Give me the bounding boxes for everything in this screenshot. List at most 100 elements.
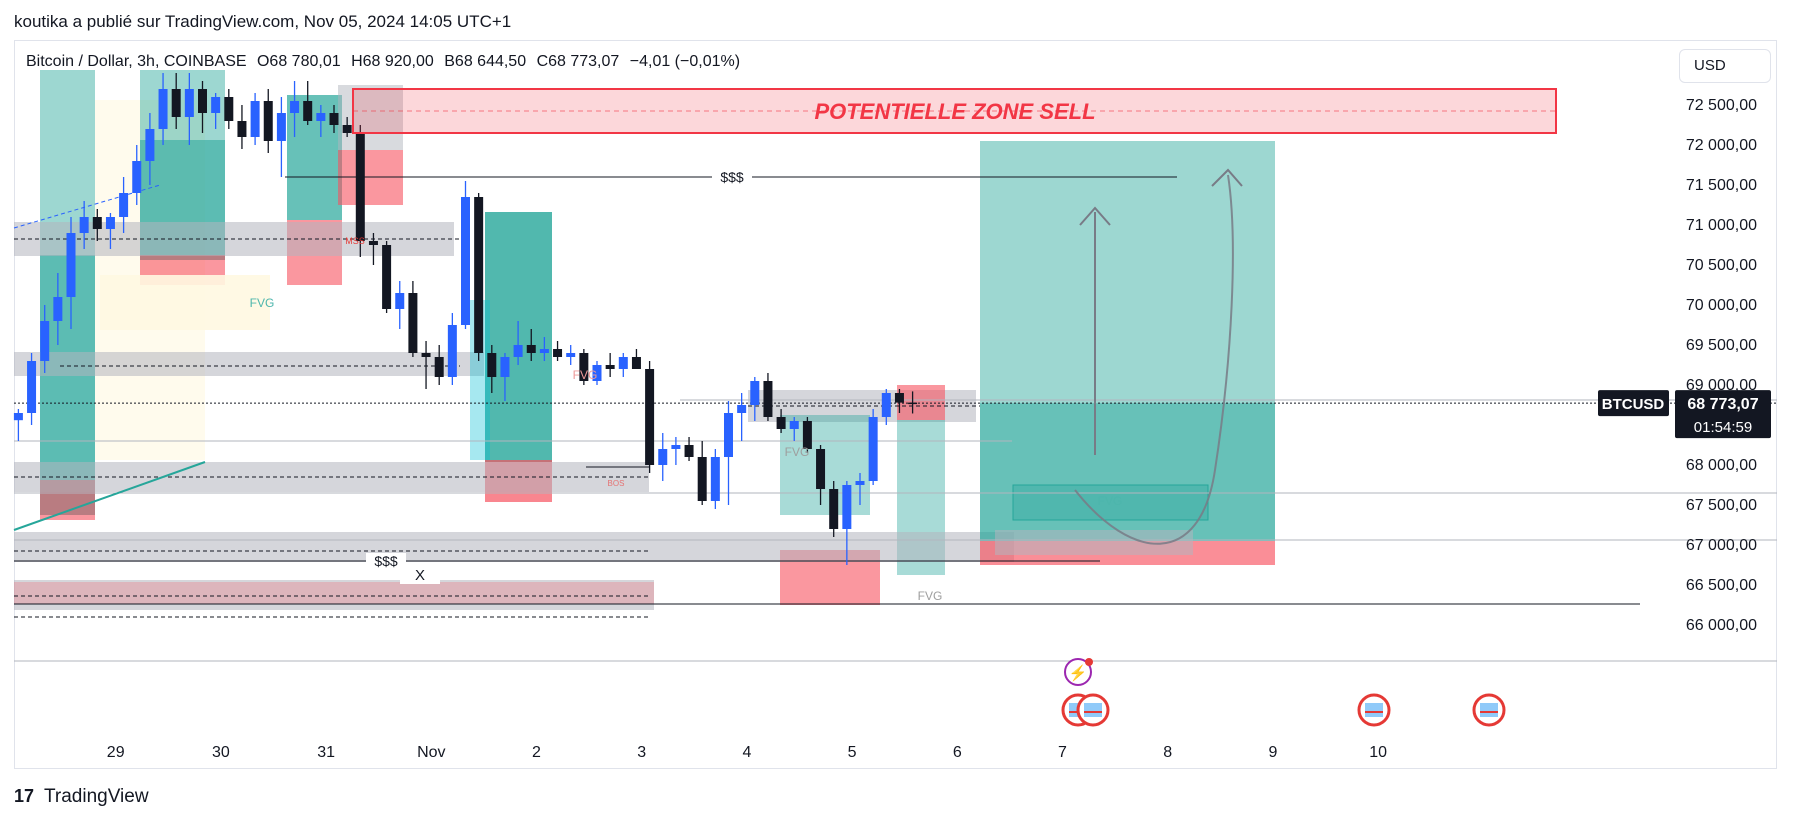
- price-axis: 66 000,00 66 500,00 67 000,00 67 500,00 68 0…: [1686, 97, 1757, 634]
- candle-body: [184, 89, 194, 117]
- legend-symbol: Bitcoin / Dollar, 3h, COINBASE: [26, 53, 247, 70]
- us-flag-icon-3-stripes: [1365, 703, 1383, 717]
- candle-body: [303, 101, 313, 121]
- candle-body: [224, 97, 234, 121]
- publisher-line: koutika a publié sur TradingView.com, No…: [14, 12, 512, 31]
- drawing-zones: [14, 70, 1275, 610]
- candle-body: [447, 325, 457, 377]
- candle-body: [395, 293, 405, 309]
- candle-body: [645, 369, 655, 465]
- candle-body: [13, 413, 23, 421]
- candle-body: [474, 197, 484, 353]
- event-dot-icon: [1085, 658, 1093, 666]
- fvg-label-2: FVG: [573, 368, 598, 382]
- time-tick-label: 10: [1369, 744, 1387, 761]
- curved-path-arrow: [1074, 174, 1234, 545]
- liquidity-label-top-bg: [712, 169, 752, 186]
- candle-body: [763, 381, 773, 417]
- candle-body: [53, 297, 63, 321]
- time-tick-label: 5: [848, 744, 857, 761]
- long-target-zone-dark: [980, 403, 1275, 541]
- fvg-label-3: FVG: [785, 445, 810, 459]
- candle-body: [881, 393, 891, 417]
- currency-button[interactable]: USD: [1679, 49, 1771, 83]
- price-tick-label: 66 000,00: [1686, 617, 1757, 634]
- legend-open: O68 780,01: [256, 53, 341, 70]
- drawing-lines: [13, 176, 1777, 662]
- fvg-box-1: [100, 275, 270, 330]
- candle-body: [250, 101, 260, 137]
- tradingview-logo-icon: 17: [14, 786, 35, 806]
- price-tag-countdown: 01:54:59: [1694, 419, 1752, 436]
- price-tag: BTCUSD 68 773,07 01:54:59: [1598, 390, 1771, 439]
- candle-body: [421, 353, 431, 357]
- candle-body: [342, 125, 352, 133]
- candle-body: [671, 445, 681, 449]
- fvg-box-right: [1012, 484, 1209, 521]
- candle-body: [710, 457, 720, 501]
- tradingview-footer[interactable]: 17 TradingView: [14, 786, 149, 808]
- fvg-label-4: FVG: [918, 589, 943, 603]
- fvg-label-1: FVG: [250, 296, 275, 310]
- price-tag-bg: [1675, 390, 1771, 439]
- liquidity-label-top: $$$: [720, 169, 744, 185]
- candle-body: [27, 361, 37, 413]
- candle-body: [487, 353, 497, 377]
- flash-glyph: ⚡: [1069, 664, 1088, 682]
- candle-body: [526, 345, 536, 353]
- candle-body: [500, 357, 510, 377]
- candle-body: [132, 161, 142, 193]
- candle-body: [684, 445, 694, 457]
- price-tick-label: 69 500,00: [1686, 337, 1757, 354]
- price-tick-label: 71 500,00: [1686, 177, 1757, 194]
- candle-body: [408, 293, 418, 353]
- candle-body: [355, 133, 365, 241]
- candle-body: [894, 393, 904, 403]
- candle-body: [868, 417, 878, 481]
- candle-body: [237, 121, 247, 137]
- sell-zone-label: POTENTIELLE ZONE SELL: [814, 99, 1095, 124]
- legend-change: −4,01 (−0,01%): [629, 53, 741, 70]
- mss-label: MSS: [345, 236, 365, 246]
- time-tick-label: 7: [1058, 744, 1067, 761]
- x-mark-label-bg: [400, 567, 440, 584]
- time-axis: 29 30 31 Nov 2 3 4 5 6 7 8 9 10: [107, 744, 1387, 761]
- candle-body: [276, 113, 286, 141]
- candle-body: [66, 233, 76, 297]
- candle-body: [579, 353, 589, 381]
- candle-body: [316, 113, 326, 121]
- time-tick-label: 9: [1268, 744, 1277, 761]
- candle-body: [776, 417, 786, 429]
- price-tick-label: 67 000,00: [1686, 537, 1757, 554]
- candle-body: [566, 353, 576, 357]
- price-tag-value: 68 773,07: [1687, 396, 1758, 413]
- candle-body: [40, 321, 50, 361]
- trend-line-teal: [13, 461, 206, 531]
- fvg-label-5: FVG: [1098, 494, 1123, 508]
- us-flag-icon-4-stripes: [1480, 703, 1498, 717]
- ob-gray-1: [338, 85, 403, 150]
- price-tick-label: 70 500,00: [1686, 257, 1757, 274]
- legend-low: B68 644,50: [444, 53, 527, 70]
- long-target-zone: [980, 141, 1275, 541]
- candle-body: [631, 357, 641, 369]
- price-tick-label: 69 000,00: [1686, 377, 1757, 394]
- bos-label: BOS: [608, 479, 625, 488]
- price-tick-label: 71 000,00: [1686, 217, 1757, 234]
- candle-body: [198, 89, 207, 113]
- range-gray-2: [14, 352, 484, 376]
- arrow-up-icon: [1079, 206, 1111, 226]
- liquidity-label-bottom-bg: [366, 553, 406, 570]
- arrow-curve-head-icon: [1211, 168, 1243, 187]
- event-icons: ⚡: [1061, 658, 1506, 727]
- candle-body: [79, 217, 89, 233]
- candle-body: [605, 365, 615, 369]
- chart-frame[interactable]: [14, 40, 1777, 769]
- candle-body: [802, 421, 812, 449]
- candle-body: [290, 101, 300, 113]
- range-red-1: [14, 582, 654, 604]
- price-tick-label: 72 000,00: [1686, 137, 1757, 154]
- price-tick-label: 72 500,00: [1686, 97, 1757, 114]
- candle-body: [145, 129, 155, 161]
